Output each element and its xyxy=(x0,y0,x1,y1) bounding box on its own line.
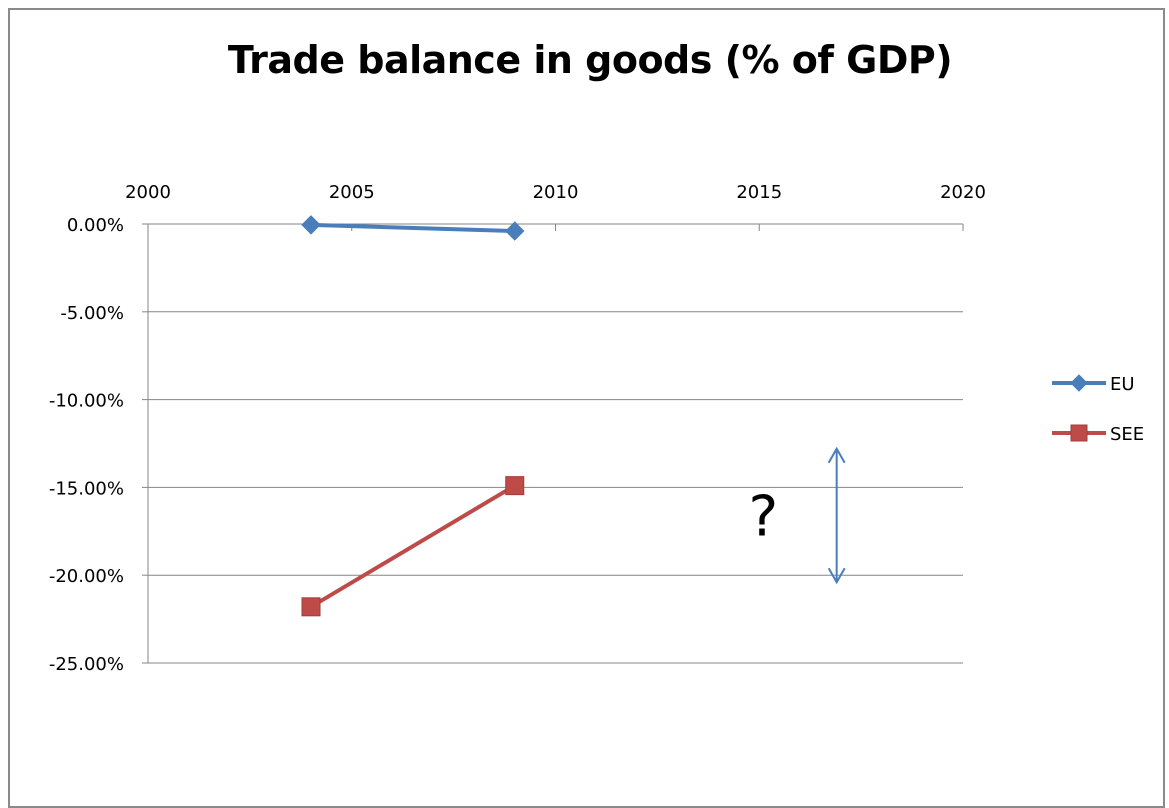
legend-marker-eu xyxy=(1070,374,1088,392)
axes xyxy=(142,223,964,664)
legend-marker-see xyxy=(1070,424,1088,442)
y-tick-label: -20.00% xyxy=(49,566,124,587)
series-layer xyxy=(301,215,525,617)
chart-title: Trade balance in goods (% of GDP) xyxy=(227,38,953,82)
x-tick-label: 2010 xyxy=(533,182,579,203)
x-tick-label: 2005 xyxy=(329,182,375,203)
legend-label-see: SEE xyxy=(1110,424,1144,445)
x-tick-label: 2020 xyxy=(940,182,986,203)
y-tick-label: 0.00% xyxy=(67,215,124,236)
series-line-see xyxy=(309,483,517,609)
legend-label-eu: EU xyxy=(1110,374,1135,395)
data-point-see xyxy=(505,476,525,496)
y-tick-label: -10.00% xyxy=(49,391,124,412)
gridlines xyxy=(148,311,963,664)
data-point-eu xyxy=(301,215,321,235)
x-tick-label: 2000 xyxy=(125,182,171,203)
x-tick-labels: 2000 2005 2010 2015 2020 xyxy=(125,182,986,203)
arrow-head-down xyxy=(827,567,846,585)
legend: EU SEE xyxy=(1052,374,1144,445)
chart-frame xyxy=(8,8,1165,808)
x-tick-label: 2015 xyxy=(736,182,782,203)
series-line-eu xyxy=(309,222,517,234)
question-mark-annotation: ? xyxy=(748,485,778,550)
data-point-eu xyxy=(505,221,525,241)
arrow-head-up xyxy=(827,446,846,464)
annotation-layer: ? xyxy=(748,446,846,585)
y-tick-label: -5.00% xyxy=(60,303,124,324)
y-tick-labels: 0.00% -5.00% -10.00% -15.00% -20.00% -25.00% xyxy=(49,215,124,675)
y-tick-label: -15.00% xyxy=(49,478,124,499)
data-point-see xyxy=(301,597,321,617)
y-tick-label: -25.00% xyxy=(49,654,124,675)
